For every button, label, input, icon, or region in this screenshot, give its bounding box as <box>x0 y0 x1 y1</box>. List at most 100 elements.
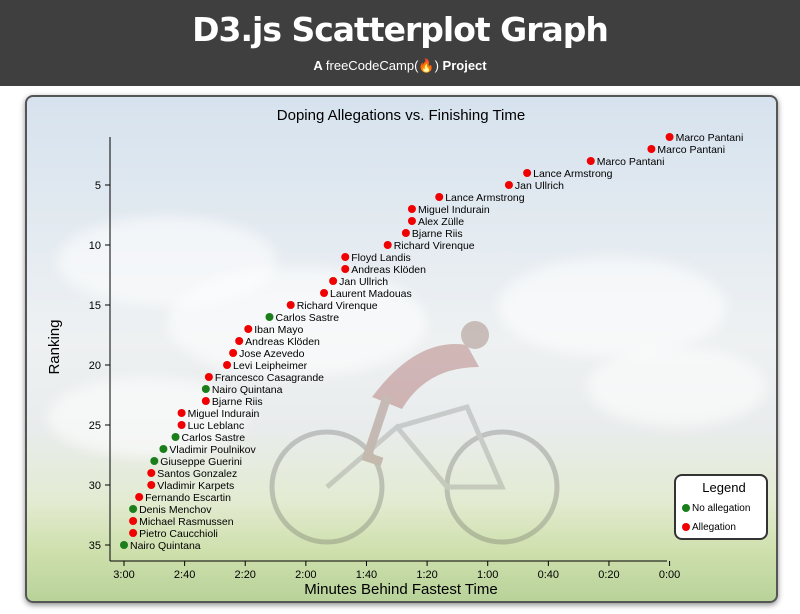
data-point-label: Jose Azevedo <box>239 348 305 360</box>
data-point[interactable] <box>320 289 329 297</box>
legend-title: Legend <box>702 480 745 495</box>
page-header: D3.js Scatterplot Graph A freeCodeCamp(🔥… <box>0 0 800 86</box>
data-point-label: Carlos Sastre <box>182 432 246 444</box>
data-point-label: Iban Mayo <box>254 324 303 336</box>
data-point-label: Miguel Indurain <box>418 204 490 216</box>
data-point-label: Pietro Caucchioli <box>139 528 218 540</box>
data-point-label: Luc Leblanc <box>188 420 245 432</box>
x-tick-label: 2:40 <box>174 569 195 581</box>
data-point[interactable] <box>665 133 674 141</box>
page-title: D3.js Scatterplot Graph <box>192 10 609 49</box>
data-point[interactable] <box>135 493 144 501</box>
data-point[interactable] <box>129 529 138 537</box>
data-point[interactable] <box>341 253 350 261</box>
data-point[interactable] <box>504 181 513 189</box>
legend-box <box>674 474 768 540</box>
data-point-label: Lance Armstrong <box>445 192 525 204</box>
data-point[interactable] <box>407 217 416 225</box>
x-tick-label: 0:40 <box>538 569 559 581</box>
data-point[interactable] <box>147 481 156 489</box>
data-point-label: Jan Ullrich <box>339 276 388 288</box>
y-tick-label: 5 <box>95 180 101 192</box>
data-point[interactable] <box>201 397 210 405</box>
freecodecamp-link[interactable]: freeCodeCamp <box>325 58 415 73</box>
data-point[interactable] <box>329 277 338 285</box>
data-point[interactable] <box>401 229 410 237</box>
data-point[interactable] <box>177 421 186 429</box>
data-point[interactable] <box>286 301 295 309</box>
x-tick-label: 3:00 <box>113 569 134 581</box>
data-point-label: Francesco Casagrande <box>215 372 324 384</box>
legend-allegation-marker <box>682 523 690 531</box>
y-tick-label: 35 <box>89 540 101 552</box>
data-point-label: Richard Virenque <box>394 240 475 252</box>
data-point[interactable] <box>586 157 595 165</box>
data-point-label: Carlos Sastre <box>275 312 339 324</box>
data-point-label: Santos Gonzalez <box>157 468 237 480</box>
data-point[interactable] <box>223 361 232 369</box>
data-point-label: Marco Pantani <box>676 132 744 144</box>
legend-allegation-label: Allegation <box>692 522 736 533</box>
data-point-label: Denis Menchov <box>139 504 212 516</box>
data-point[interactable] <box>171 433 180 441</box>
data-point[interactable] <box>201 385 210 393</box>
data-point[interactable] <box>407 205 416 213</box>
data-point[interactable] <box>129 505 138 513</box>
data-point[interactable] <box>129 517 138 525</box>
x-tick-label: 0:20 <box>598 569 619 581</box>
x-tick-label: 2:00 <box>295 569 316 581</box>
data-point-label: Andreas Klöden <box>351 264 426 276</box>
scatter-chart: Doping Allegations vs. Finishing Time 5 1… <box>46 107 768 598</box>
data-point[interactable] <box>120 541 128 549</box>
data-point-label: Miguel Indurain <box>188 408 260 420</box>
chart-card: Doping Allegations vs. Finishing Time 5 1… <box>25 95 778 603</box>
data-point-label: Levi Leipheimer <box>233 360 308 372</box>
y-axis-label: Ranking <box>46 319 63 374</box>
cyclist-silhouette <box>269 321 560 545</box>
y-tick-label: 10 <box>89 240 101 252</box>
background-cloud <box>497 257 727 357</box>
data-point-label: Jan Ullrich <box>515 180 564 192</box>
data-point[interactable] <box>177 409 186 417</box>
data-point-label: Laurent Madouas <box>330 288 412 300</box>
data-point[interactable] <box>229 349 238 357</box>
data-point-label: Bjarne Riis <box>412 228 463 240</box>
x-tick-label: 1:00 <box>477 569 498 581</box>
data-point[interactable] <box>147 469 156 477</box>
data-point-label: Vladimir Poulnikov <box>169 444 256 456</box>
data-point-label: Alex Zülle <box>418 216 464 228</box>
data-point[interactable] <box>150 457 159 465</box>
x-axis-label: Minutes Behind Fastest Time <box>304 581 497 598</box>
data-point[interactable] <box>235 337 244 345</box>
data-point-label: Fernando Escartin <box>145 492 231 504</box>
x-tick-label: 0:00 <box>659 569 680 581</box>
x-axis: 3:00 2:40 2:20 2:00 1:40 1:20 1:00 0:40 0:20 0:00 <box>110 560 680 581</box>
x-tick-label: 2:20 <box>235 569 256 581</box>
data-point[interactable] <box>383 241 392 249</box>
data-point[interactable] <box>341 265 350 273</box>
data-point[interactable] <box>244 325 253 333</box>
data-point-label: Marco Pantani <box>597 156 665 168</box>
subtitle-suffix: Project <box>442 58 487 73</box>
data-point[interactable] <box>265 313 274 321</box>
data-point-label: Lance Armstrong <box>533 168 613 180</box>
data-point-label: Vladimir Karpets <box>157 480 234 492</box>
x-tick-label: 1:20 <box>416 569 437 581</box>
background-cloud <box>47 377 247 457</box>
data-point-label: Michael Rasmussen <box>139 516 234 528</box>
chart-title: Doping Allegations vs. Finishing Time <box>277 107 525 124</box>
data-point[interactable] <box>647 145 656 153</box>
data-point-label: Nairo Quintana <box>212 384 283 396</box>
legend-no-allegation-label: No allegation <box>692 503 750 514</box>
data-point[interactable] <box>204 373 213 381</box>
data-point[interactable] <box>159 445 168 453</box>
y-tick-label: 15 <box>89 300 101 312</box>
data-point[interactable] <box>435 193 444 201</box>
data-point-label: Marco Pantani <box>657 144 725 156</box>
data-point[interactable] <box>523 169 532 177</box>
data-point-label: Floyd Landis <box>351 252 411 264</box>
legend-no-allegation-marker <box>682 504 690 512</box>
flame-icon: (🔥) <box>414 58 439 73</box>
page-subtitle: A freeCodeCamp(🔥) Project <box>0 58 800 74</box>
